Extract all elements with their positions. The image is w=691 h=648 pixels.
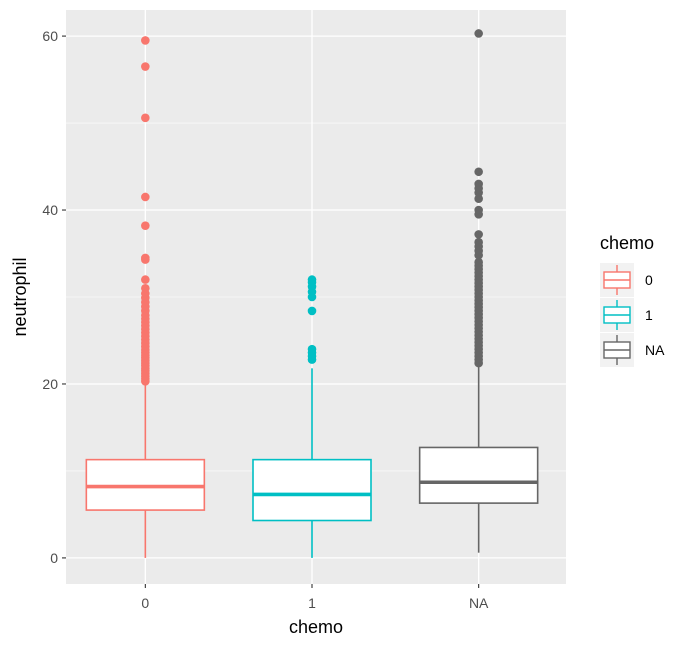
outlier-point: [141, 36, 150, 45]
legend-label: NA: [645, 342, 665, 358]
legend-key-0: [600, 263, 634, 297]
x-tick-label: NA: [469, 595, 489, 611]
legend: chemo 0 1 NA: [600, 233, 665, 367]
box-1: [252, 275, 372, 558]
outlier-point: [474, 257, 483, 267]
y-axis: 0 20 40 60: [42, 28, 66, 566]
outlier-point: [141, 62, 150, 71]
legend-title: chemo: [600, 233, 654, 253]
legend-label: 1: [645, 307, 653, 323]
outlier-point: [474, 230, 483, 239]
y-tick-label: 60: [42, 28, 58, 44]
outlier-point: [307, 306, 317, 316]
outlier-point: [141, 113, 150, 123]
outlier-point: [474, 29, 483, 38]
outlier-point: [474, 237, 483, 247]
y-tick-label: 0: [50, 550, 58, 566]
x-tick-label: 0: [141, 595, 149, 611]
box-body: [418, 446, 539, 504]
y-axis-title: neutrophil: [10, 257, 30, 336]
box-0: [85, 36, 206, 558]
legend-label: 0: [645, 272, 653, 288]
x-axis-title: chemo: [289, 617, 343, 637]
outlier-point: [474, 179, 483, 189]
x-tick-label: 1: [308, 595, 316, 611]
outlier-point: [141, 253, 150, 263]
outlier-point: [307, 275, 317, 284]
y-tick-label: 20: [42, 376, 58, 392]
legend-key-NA: [600, 333, 634, 367]
outlier-point: [474, 205, 483, 215]
outlier-point: [474, 194, 483, 204]
outlier-point: [141, 221, 150, 230]
outlier-point: [474, 167, 483, 177]
outlier-point: [307, 344, 317, 354]
legend-key-1: [600, 298, 634, 332]
outlier-point: [141, 192, 150, 202]
x-axis: 0 1 NA: [141, 584, 489, 611]
box-series: [85, 29, 539, 558]
outlier-point: [141, 284, 150, 293]
y-tick-label: 40: [42, 202, 58, 218]
box-body: [252, 458, 372, 522]
outlier-point: [141, 275, 150, 284]
box-NA: [418, 29, 539, 553]
